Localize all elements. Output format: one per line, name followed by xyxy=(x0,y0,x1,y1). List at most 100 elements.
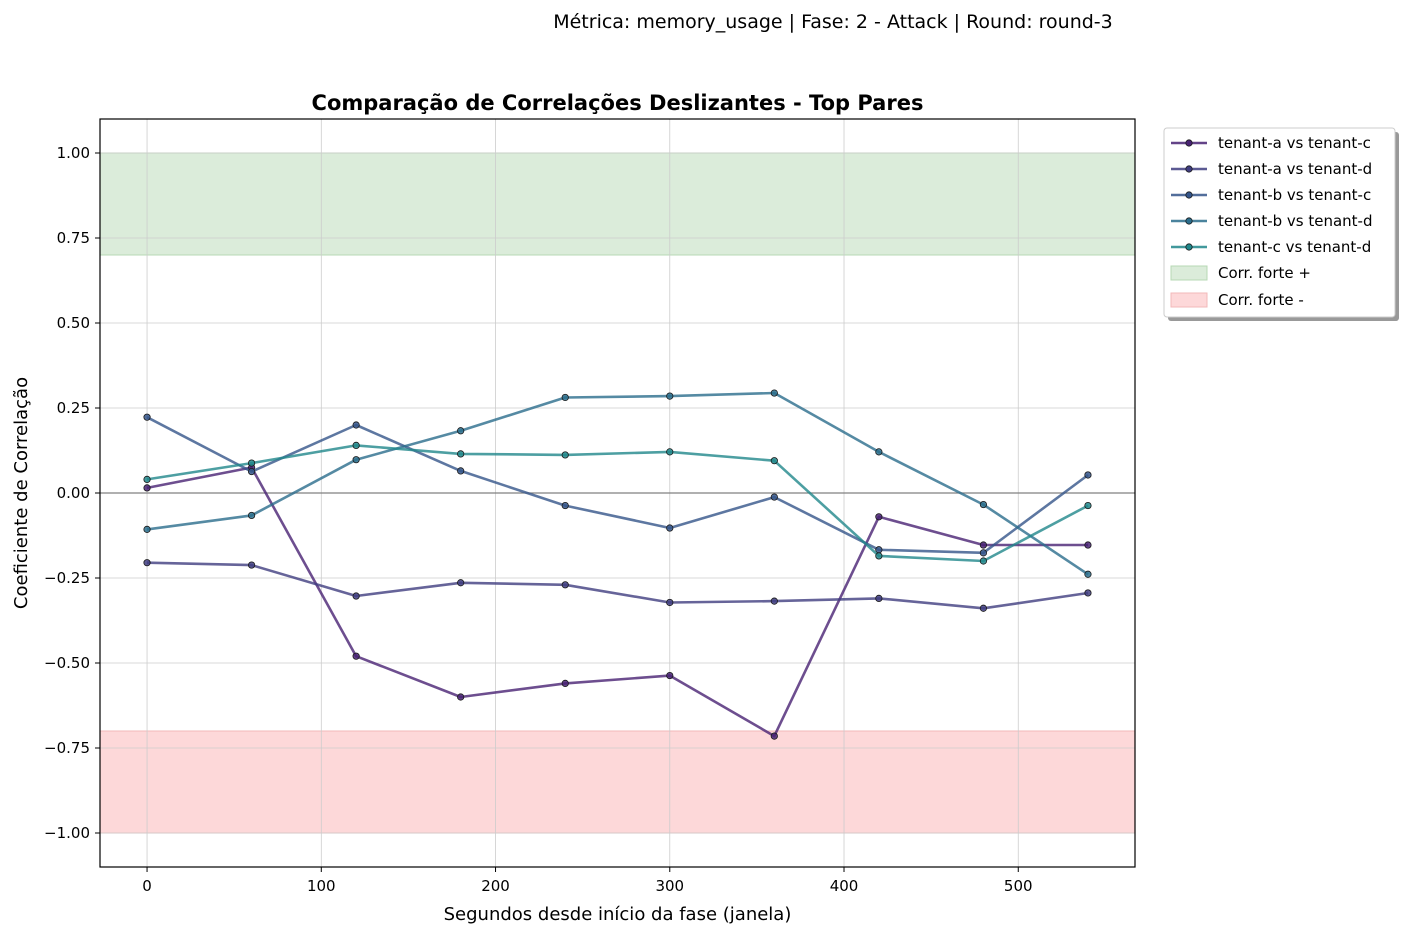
data-point xyxy=(561,501,569,510)
data-point xyxy=(457,450,465,458)
data-point xyxy=(770,732,778,740)
plot-series xyxy=(143,389,1092,740)
x-axis-ticks: 0 100 200 300 400 500 xyxy=(142,867,1033,895)
series-line-4 xyxy=(146,444,1089,563)
y-tick-label: 0.00 xyxy=(57,484,90,502)
y-tick-label: 1.00 xyxy=(57,144,90,162)
data-point xyxy=(352,441,360,449)
series-3 xyxy=(143,389,1092,578)
legend-items: tenant-a vs tenant-c tenant-a vs tenant-d… xyxy=(1170,134,1373,309)
x-tick-label: 100 xyxy=(307,877,336,895)
y-tick-label: −0.50 xyxy=(44,654,90,672)
data-point xyxy=(143,484,151,492)
legend-box xyxy=(1163,127,1396,318)
series-line-2 xyxy=(146,416,1089,555)
x-tick-label: 0 xyxy=(142,877,152,895)
data-point xyxy=(457,427,465,435)
legend-entry-series: tenant-c vs tenant-d xyxy=(1171,238,1371,256)
data-point xyxy=(875,594,883,603)
legend-marker xyxy=(1185,139,1193,147)
data-point xyxy=(666,671,674,680)
data-point xyxy=(875,546,883,554)
data-point xyxy=(352,421,360,429)
data-point xyxy=(352,652,360,660)
data-point xyxy=(143,413,151,421)
band-0 xyxy=(99,152,1136,256)
data-point xyxy=(247,459,256,467)
data-point xyxy=(875,552,883,560)
y-tick-label: −1.00 xyxy=(44,824,90,842)
band-1 xyxy=(99,730,1136,834)
legend-entry-band: Corr. forte + xyxy=(1170,264,1311,282)
data-point xyxy=(875,448,883,456)
legend-label: tenant-c vs tenant-d xyxy=(1218,238,1371,256)
data-point xyxy=(561,679,569,688)
chart-title: Comparação de Correlações Deslizantes - … xyxy=(312,91,924,115)
data-point xyxy=(1084,589,1092,597)
data-point xyxy=(352,456,360,464)
legend-label: Corr. forte + xyxy=(1218,264,1311,282)
legend-marker xyxy=(1185,217,1193,225)
data-point xyxy=(1084,570,1092,578)
y-axis-ticks: 1.00 0.75 0.50 0.25 0.00 −0.25 −0.50 −0.75 −1.00 xyxy=(44,144,100,842)
data-point xyxy=(1084,501,1092,510)
legend-band-swatch xyxy=(1170,265,1208,281)
data-point xyxy=(561,393,569,402)
data-point xyxy=(666,392,674,400)
series-4 xyxy=(143,441,1092,565)
series-2 xyxy=(143,413,1092,557)
data-point xyxy=(143,559,151,567)
data-point xyxy=(247,561,256,569)
data-point xyxy=(561,581,569,589)
data-point xyxy=(875,513,883,521)
series-0 xyxy=(143,463,1092,740)
data-point xyxy=(352,592,360,600)
data-point xyxy=(457,467,465,475)
chart-legend: tenant-a vs tenant-c tenant-a vs tenant-d… xyxy=(1163,127,1399,321)
y-tick-label: 0.75 xyxy=(57,229,90,247)
x-tick-label: 200 xyxy=(481,877,510,895)
series-1 xyxy=(143,559,1092,612)
y-tick-label: 0.50 xyxy=(57,314,90,332)
x-tick-label: 500 xyxy=(1004,877,1033,895)
figure-suptitle: Métrica: memory_usage | Fase: 2 - Attack… xyxy=(553,11,1113,33)
series-line-0 xyxy=(146,466,1088,738)
x-tick-label: 400 xyxy=(830,877,859,895)
legend-entry-series: tenant-a vs tenant-c xyxy=(1171,134,1371,152)
data-point xyxy=(143,475,151,483)
legend-label: tenant-a vs tenant-d xyxy=(1218,160,1372,178)
data-point xyxy=(247,511,256,520)
legend-entry-band: Corr. forte - xyxy=(1170,291,1304,309)
data-point xyxy=(770,597,778,605)
legend-marker xyxy=(1185,191,1193,199)
data-point xyxy=(979,549,988,557)
x-axis-label: Segundos desde início da fase (janela) xyxy=(444,904,792,925)
data-point xyxy=(666,524,674,532)
legend-label: tenant-b vs tenant-c xyxy=(1218,186,1371,204)
data-point xyxy=(457,693,465,701)
data-point xyxy=(457,579,465,587)
legend-label: tenant-b vs tenant-d xyxy=(1218,212,1373,230)
legend-band-swatch xyxy=(1170,292,1208,308)
legend-label: Corr. forte - xyxy=(1218,291,1304,309)
y-tick-label: −0.25 xyxy=(44,569,90,587)
data-point xyxy=(770,389,778,397)
data-point xyxy=(561,451,569,459)
data-point xyxy=(979,557,988,565)
x-tick-label: 300 xyxy=(655,877,684,895)
data-point xyxy=(247,467,256,476)
data-point xyxy=(143,525,151,533)
legend-entry-series: tenant-b vs tenant-d xyxy=(1171,212,1373,230)
series-line-1 xyxy=(146,561,1089,610)
legend-label: tenant-a vs tenant-c xyxy=(1218,134,1371,152)
legend-entry-series: tenant-a vs tenant-d xyxy=(1171,160,1372,178)
data-point xyxy=(979,604,988,612)
series-line-3 xyxy=(146,391,1089,576)
y-tick-label: −0.75 xyxy=(44,739,90,757)
y-tick-label: 0.25 xyxy=(57,399,90,417)
data-point xyxy=(770,493,778,501)
legend-entry-series: tenant-b vs tenant-c xyxy=(1171,186,1371,204)
data-point xyxy=(666,598,674,607)
data-point xyxy=(770,457,778,465)
